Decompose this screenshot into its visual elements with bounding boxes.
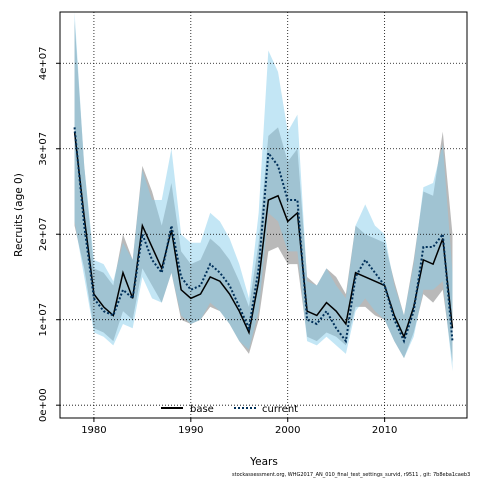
grid-layer <box>60 12 467 418</box>
y-tick-label: 3e+07 <box>38 132 49 166</box>
x-tick-label: 1990 <box>178 425 203 436</box>
line-base <box>73 131 454 339</box>
y-axis: 0e+00 1e+07 2e+07 3e+07 4e+07 <box>38 46 60 422</box>
bands-layer <box>74 12 453 371</box>
x-axis: 1980 1990 2000 2010 <box>81 418 397 436</box>
x-tick-label: 2010 <box>372 425 397 436</box>
legend: base current <box>161 404 298 415</box>
line-current <box>73 127 454 344</box>
footnote: stockassessment.org, WHG2017_AN_010_fina… <box>232 472 471 478</box>
y-tick-label: 4e+07 <box>38 46 49 80</box>
band-current <box>74 12 453 371</box>
legend-label-current: current <box>262 404 298 415</box>
plot-frame <box>59 11 468 419</box>
y-tick-label: 2e+07 <box>38 217 49 251</box>
legend-label-base: base <box>190 404 214 415</box>
lines-layer <box>73 127 454 344</box>
x-tick-label: 2000 <box>275 425 300 436</box>
y-tick-label: 1e+07 <box>38 303 49 337</box>
y-tick-label: 0e+00 <box>38 388 49 422</box>
x-axis-title: Years <box>249 456 278 468</box>
y-axis-title: Recruits (age 0) <box>13 173 25 257</box>
x-tick-label: 1980 <box>81 425 106 436</box>
